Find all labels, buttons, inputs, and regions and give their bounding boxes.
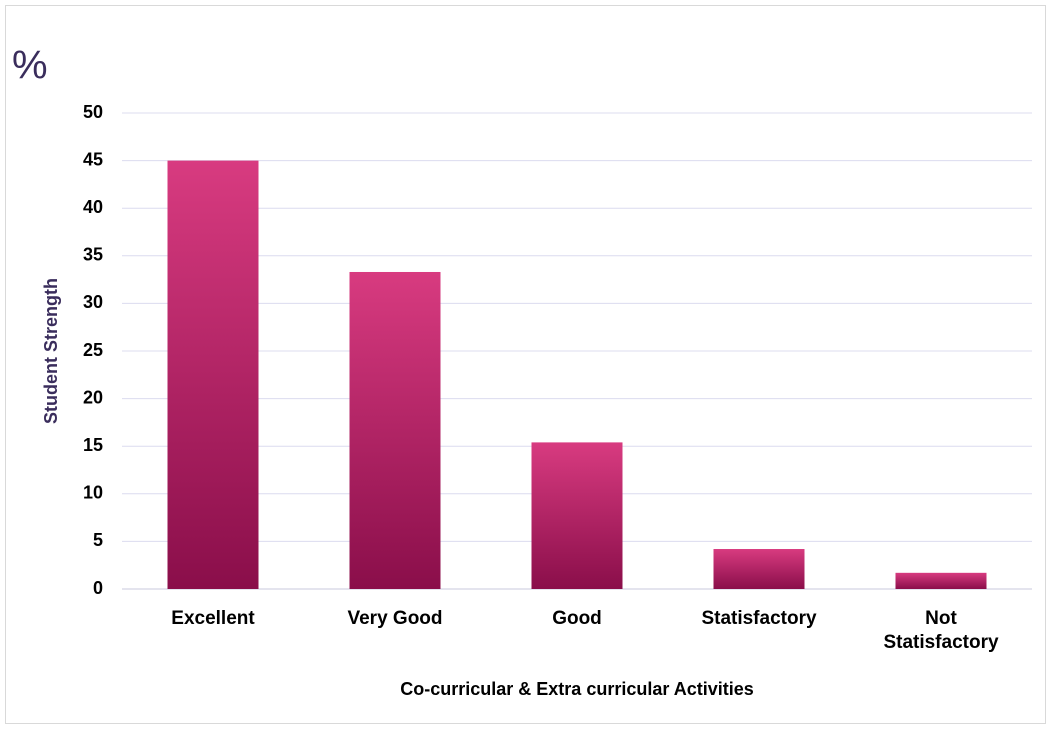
- x-tick-label: Excellent: [171, 608, 255, 629]
- bar: [167, 160, 259, 589]
- x-tick-label: Good: [552, 608, 602, 629]
- y-tick-label: 45: [83, 149, 103, 169]
- y-tick-label: 25: [83, 340, 103, 360]
- y-tick-label: 30: [83, 292, 103, 312]
- bar: [713, 549, 805, 589]
- bar: [895, 572, 987, 589]
- y-tick-label: 50: [83, 102, 103, 122]
- y-tick-label: 20: [83, 387, 103, 407]
- y-tick-label: 10: [83, 483, 103, 503]
- x-tick-label: Very Good: [347, 608, 443, 629]
- y-tick-label: 40: [83, 197, 103, 217]
- y-axis-label: Student Strength: [41, 278, 61, 424]
- y-tick-label: 5: [93, 530, 103, 550]
- y-tick-label: 35: [83, 245, 103, 265]
- chart-title: %: [12, 44, 48, 88]
- bar: [531, 442, 623, 589]
- bar: [349, 271, 441, 589]
- y-tick-label: 0: [93, 578, 103, 598]
- x-tick-label: Not Statisfactory: [883, 608, 999, 653]
- x-tick-label: Statisfactory: [701, 608, 817, 629]
- y-tick-label: 15: [83, 435, 103, 455]
- x-axis-label: Co-curricular & Extra curricular Activit…: [400, 679, 753, 699]
